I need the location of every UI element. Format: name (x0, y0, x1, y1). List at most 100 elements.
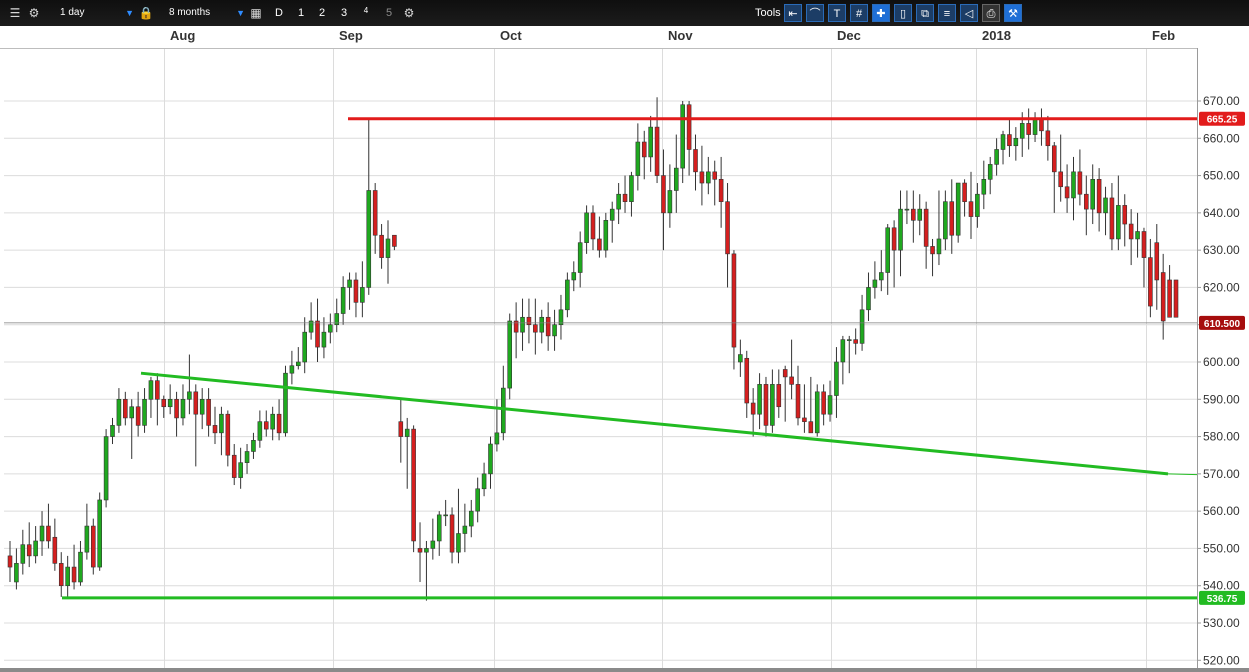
candle (545, 302, 551, 351)
candle-body (20, 544, 26, 564)
candle-body (296, 361, 301, 367)
tools-label: Tools (755, 7, 781, 19)
candle-body (770, 384, 775, 426)
candle-body (26, 544, 32, 557)
layers-icon[interactable]: ⧉ (916, 4, 934, 22)
candle-body (488, 443, 493, 475)
candle (757, 373, 762, 430)
candle-body (994, 149, 999, 165)
candle (39, 511, 45, 556)
crosshair-icon[interactable]: ✚ (872, 4, 890, 22)
candle (661, 149, 666, 251)
candle-body (923, 208, 929, 247)
period-button-d[interactable]: D (275, 7, 283, 19)
y-tick-label: 560.00 (1203, 504, 1240, 518)
calendar-icon[interactable]: ▦ (250, 6, 262, 20)
candle-icon[interactable]: ▯ (894, 4, 912, 22)
candle-body (1154, 242, 1160, 281)
candle-body (917, 208, 923, 221)
candle (699, 145, 705, 206)
candle (718, 156, 724, 228)
candle (71, 544, 77, 590)
period-button-5[interactable]: 5 (385, 7, 393, 19)
candle (603, 212, 609, 258)
gear-icon[interactable]: ⚙ (28, 6, 40, 20)
candle (392, 234, 397, 251)
candle-body (955, 182, 961, 236)
candle-body (475, 488, 480, 512)
candle (7, 540, 13, 582)
candle-body (789, 376, 794, 385)
candle (20, 529, 26, 575)
candle (654, 97, 660, 184)
fib-icon[interactable]: ≡ (938, 4, 956, 22)
candle-body (90, 525, 96, 568)
candle (590, 205, 596, 251)
period-button-1[interactable]: 1 (297, 7, 305, 19)
candle (449, 507, 455, 564)
interval-select[interactable]: 1 day ▼ (56, 4, 136, 22)
candle (616, 183, 621, 225)
candle (161, 395, 167, 418)
last-price-badge-box (1199, 315, 1245, 330)
candlestick-chart[interactable]: Aug Sep Oct Nov Dec 2018 Feb 670.00 660.00 650.0… (0, 26, 1249, 672)
print-icon[interactable]: ⎙ (982, 4, 1000, 22)
candle (430, 518, 436, 560)
candle-body (270, 413, 275, 430)
candle-body (257, 421, 263, 441)
candle (1141, 227, 1147, 288)
candle-body (142, 398, 147, 426)
candle (949, 179, 955, 254)
candle-body (135, 406, 141, 426)
period-button-3[interactable]: 3 (340, 7, 348, 19)
text-tool-icon[interactable]: T (828, 4, 846, 22)
candle-body (814, 391, 820, 434)
candle (251, 432, 256, 459)
candle-body (584, 212, 589, 243)
candle-body (174, 398, 179, 419)
candle-body (340, 287, 346, 314)
candle-body (757, 384, 762, 415)
period-button-4[interactable]: 4 (363, 6, 369, 15)
candle-body (558, 309, 564, 326)
candle (167, 384, 173, 415)
candle-body (161, 398, 167, 408)
candle (58, 552, 64, 597)
candle (1096, 168, 1102, 232)
candle-body (763, 384, 769, 426)
y-tick-label: 520.00 (1203, 653, 1240, 667)
candle-body (891, 227, 897, 251)
grid-icon[interactable]: # (850, 4, 868, 22)
candle-body (1148, 257, 1153, 307)
candle (1128, 209, 1134, 266)
candle (1071, 156, 1076, 221)
candle-body (981, 179, 987, 195)
candle-body (539, 316, 545, 333)
candle-body (821, 391, 826, 415)
shape-icon[interactable]: ◁ (960, 4, 978, 22)
candle (328, 313, 333, 344)
lock-icon[interactable]: 🔒 (138, 6, 154, 20)
y-tick-label: 570.00 (1203, 467, 1240, 481)
list-icon[interactable]: ☰ (9, 6, 21, 20)
curve-icon[interactable]: ⌒ (806, 4, 824, 22)
candle (846, 335, 852, 374)
candle-body (494, 432, 500, 445)
y-tick-label: 580.00 (1203, 430, 1240, 444)
wrench-icon[interactable]: ⚒ (1004, 4, 1022, 22)
candle-body (1051, 145, 1057, 173)
y-tick-label: 630.00 (1203, 243, 1240, 257)
candle-body (629, 175, 634, 202)
range-select[interactable]: 8 months ▼ (165, 4, 247, 22)
gear-icon[interactable]: ⚙ (403, 6, 415, 20)
candle (552, 309, 557, 351)
candle-body (1019, 123, 1025, 139)
candle (731, 250, 737, 370)
candle-body (968, 201, 974, 217)
candle-body (949, 201, 955, 236)
candle-body (673, 167, 679, 191)
candle-body (1128, 223, 1134, 240)
back-arrow-icon[interactable]: ⇤ (784, 4, 802, 22)
candle (174, 391, 179, 437)
period-button-2[interactable]: 2 (318, 7, 326, 19)
